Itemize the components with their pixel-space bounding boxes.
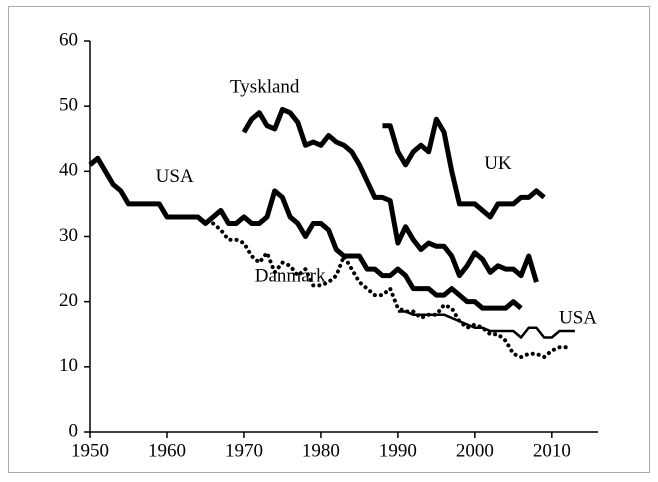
frame xyxy=(8,6,650,473)
series-label: USA xyxy=(559,308,597,329)
y-tick-label: 30 xyxy=(59,225,78,246)
series-label: Tyskland xyxy=(230,76,300,97)
y-tick-label: 20 xyxy=(59,290,78,311)
y-tick-label: 60 xyxy=(59,29,78,50)
series-line xyxy=(241,106,539,283)
x-tick-label: 1960 xyxy=(148,440,186,461)
series-line xyxy=(382,116,546,220)
y-tick-label: 50 xyxy=(59,95,78,116)
series-line xyxy=(211,221,570,360)
series-line xyxy=(397,310,575,339)
x-tick-label: 1990 xyxy=(379,440,417,461)
x-tick-label: 1980 xyxy=(302,440,340,461)
x-tick-label: 1950 xyxy=(71,440,109,461)
x-tick-label: 2010 xyxy=(533,440,571,461)
series-label: Danmark xyxy=(255,265,326,286)
x-tick-label: 2000 xyxy=(456,440,494,461)
y-tick-label: 40 xyxy=(59,160,78,181)
y-tick-label: 10 xyxy=(59,355,78,376)
series-label: USA xyxy=(156,166,194,187)
y-tick-label: 0 xyxy=(69,420,79,441)
x-tick-label: 1970 xyxy=(225,440,263,461)
series-label: UK xyxy=(484,153,512,174)
series-line xyxy=(88,155,523,311)
